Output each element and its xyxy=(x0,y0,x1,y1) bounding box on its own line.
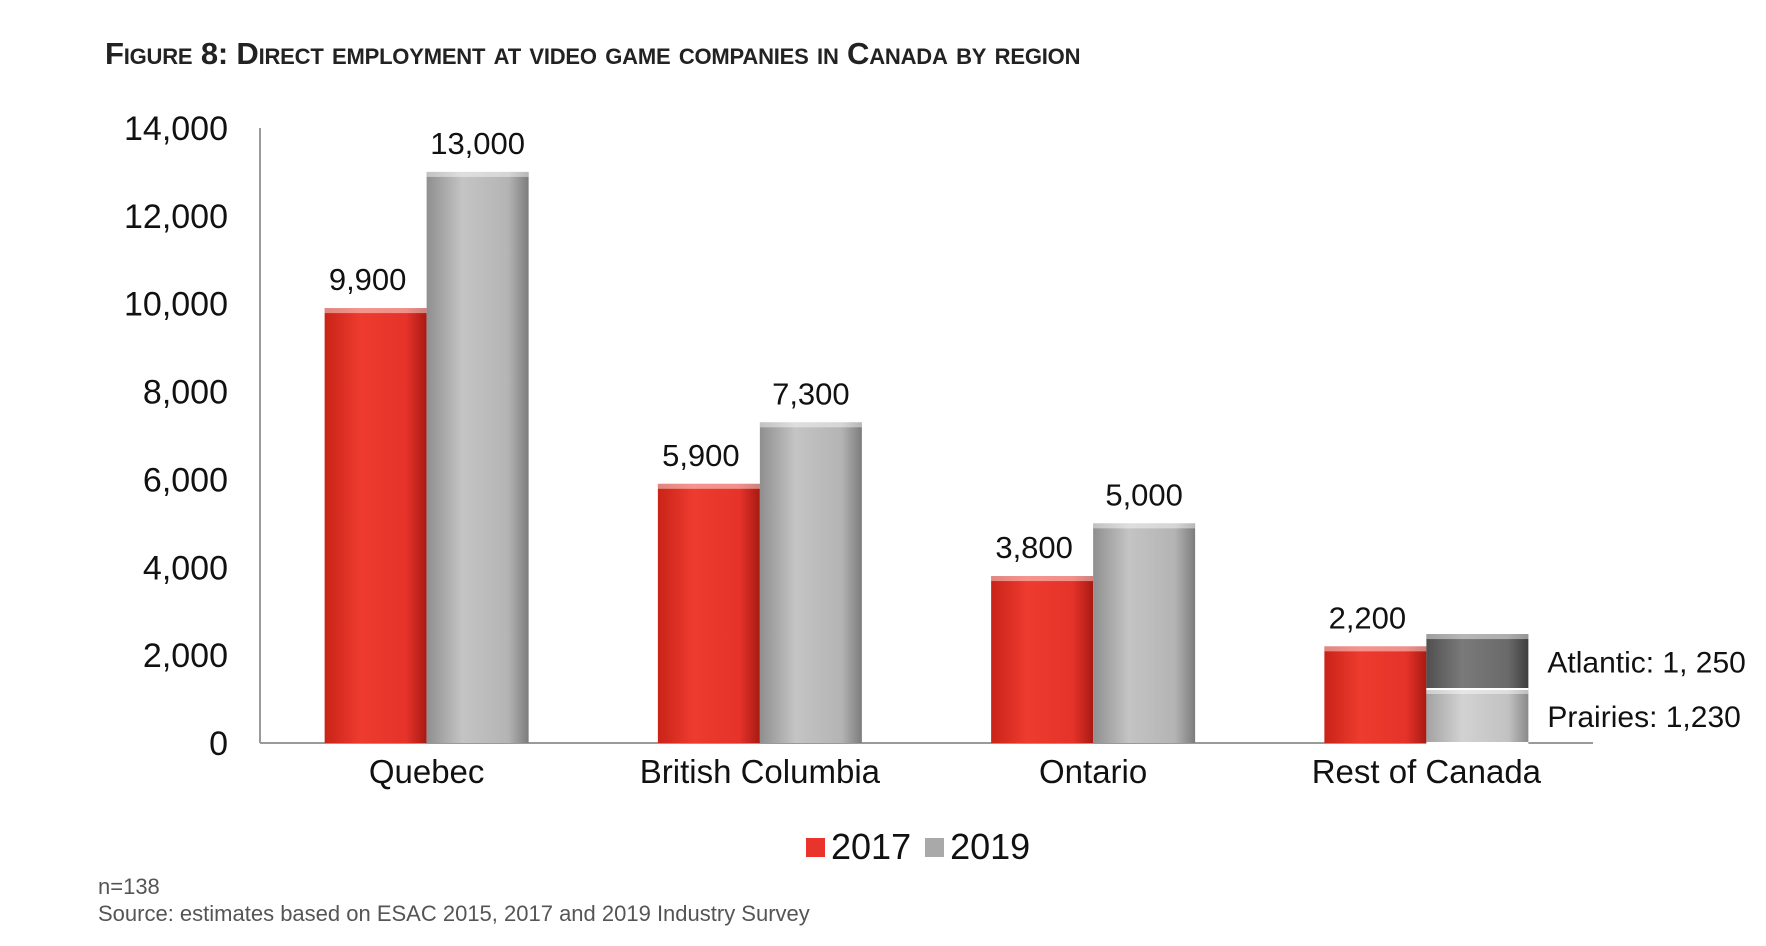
data-label-2017-1: 5,900 xyxy=(662,438,740,473)
data-label-2017-3: 2,200 xyxy=(1329,600,1407,635)
source-note: Source: estimates based on ESAC 2015, 20… xyxy=(98,901,810,926)
segment-label-1: Atlantic: 1, 250 xyxy=(1547,647,1745,680)
stacked-segment-1 xyxy=(1426,634,1529,690)
segment-label-0: Prairies: 1,230 xyxy=(1547,701,1740,734)
y-tick-label-2: 4,000 xyxy=(143,549,228,587)
y-tick-label-1: 2,000 xyxy=(143,637,228,675)
data-label-2019-2: 5,000 xyxy=(1105,477,1183,512)
bar-2017-2 xyxy=(991,576,1094,743)
legend-item-2017: 2017 xyxy=(806,826,911,868)
bar-2019-2 xyxy=(1093,523,1196,743)
chart-title: Figure 8: Direct employment at video gam… xyxy=(105,36,1081,71)
bar-2017-1 xyxy=(657,483,760,743)
y-tick-labels: 0 2,000 4,000 6,000 8,000 10,000 12,000 14,000 xyxy=(124,110,228,763)
data-label-2017-0: 9,900 xyxy=(329,262,407,297)
y-tick-label-5: 10,000 xyxy=(124,286,228,324)
x-tick-label-0: Quebec xyxy=(369,753,485,790)
data-label-2019-0: 13,000 xyxy=(430,126,525,161)
legend: 2017 2019 xyxy=(806,826,1044,868)
bar-2017-0 xyxy=(324,308,427,743)
legend-item-2019: 2019 xyxy=(925,826,1030,868)
data-label-2017-2: 3,800 xyxy=(995,530,1073,565)
x-tick-label-2: Ontario xyxy=(1039,753,1147,790)
x-tick-label-3: Rest of Canada xyxy=(1312,753,1542,790)
x-tick-label-1: British Columbia xyxy=(640,753,881,790)
y-tick-label-6: 12,000 xyxy=(124,198,228,236)
legend-swatch-2017 xyxy=(806,837,825,857)
stacked-segment-0 xyxy=(1426,688,1529,744)
legend-label-2019: 2019 xyxy=(950,826,1031,867)
y-tick-label-7: 14,000 xyxy=(124,110,228,148)
y-tick-label-4: 8,000 xyxy=(143,374,228,412)
y-tick-label-0: 0 xyxy=(209,725,228,763)
bar-2019-1 xyxy=(759,422,862,743)
legend-swatch-2019 xyxy=(925,837,945,857)
legend-label-2017: 2017 xyxy=(831,826,912,867)
y-tick-label-3: 6,000 xyxy=(143,461,228,499)
x-tick-labels: Quebec British Columbia Ontario Rest of Can… xyxy=(369,753,1542,790)
sample-size-note: n=138 xyxy=(98,874,160,899)
bars: 9,900 13,000 5,900 7,300 3,800 5,000 2,200 Prai… xyxy=(324,126,1746,744)
data-label-2019-1: 7,300 xyxy=(772,376,850,411)
footnote: n=138 Source: estimates based on ESAC 20… xyxy=(98,873,810,927)
bar-2019-0 xyxy=(426,171,529,743)
bar-2017-3 xyxy=(1324,646,1427,743)
